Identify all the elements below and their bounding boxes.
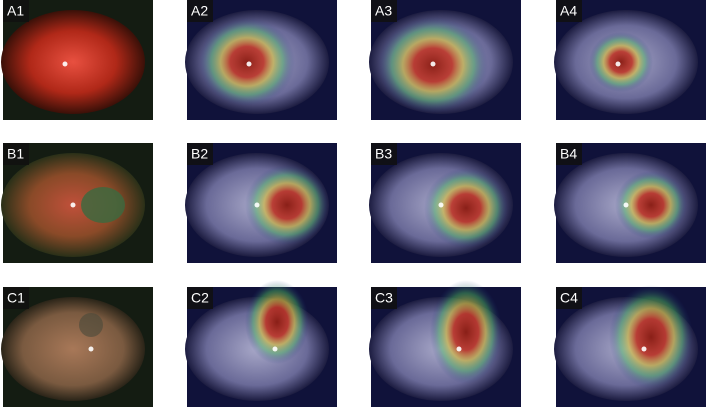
label-box — [556, 0, 582, 22]
panel: A1 — [1, 0, 153, 120]
panel-label: A4 — [560, 3, 577, 19]
fundus — [1, 297, 145, 401]
panel-label: B4 — [560, 146, 577, 162]
lesion — [79, 313, 103, 337]
panel-label: C1 — [7, 290, 25, 306]
optic-disc — [254, 202, 260, 208]
label-box — [371, 143, 397, 165]
label-box — [187, 0, 213, 22]
label-box — [556, 143, 582, 165]
label-box — [371, 0, 397, 22]
panel: A4 — [554, 0, 706, 120]
panel: C1 — [1, 287, 153, 407]
fundus — [1, 10, 145, 114]
label-box — [3, 287, 29, 309]
label-box — [3, 0, 29, 22]
heatmap — [430, 280, 502, 384]
panel-label: B2 — [191, 146, 208, 162]
heatmap — [589, 32, 653, 92]
label-box — [556, 287, 582, 309]
optic-disc — [438, 202, 444, 208]
optic-disc — [456, 346, 462, 352]
optic-disc — [615, 61, 621, 67]
panel: A3 — [369, 0, 521, 120]
label-box — [371, 287, 397, 309]
panel-label: B1 — [7, 146, 24, 162]
panel: B2 — [185, 143, 337, 263]
heatmap — [609, 285, 693, 389]
optic-disc — [88, 346, 94, 352]
optic-disc — [272, 346, 278, 352]
panel: B3 — [369, 143, 521, 263]
label-box — [187, 143, 213, 165]
heatmap — [245, 280, 309, 364]
panel: B4 — [554, 143, 706, 263]
panel: C4 — [554, 285, 706, 407]
heatmap — [424, 168, 508, 248]
optic-disc — [246, 61, 252, 67]
heatmap — [245, 165, 329, 245]
panel-label: C2 — [191, 290, 209, 306]
panel-label: A3 — [375, 3, 392, 19]
panel: A2 — [185, 0, 337, 120]
panel: B1 — [1, 143, 153, 263]
optic-disc — [62, 61, 68, 67]
panel-label: C4 — [560, 290, 578, 306]
lesion — [81, 187, 125, 223]
label-box — [187, 287, 213, 309]
heatmap — [615, 171, 687, 239]
optic-disc — [430, 61, 436, 67]
panel: C2 — [185, 280, 337, 407]
label-box — [3, 143, 29, 165]
heatmap — [199, 18, 295, 106]
panel-label: A1 — [7, 3, 24, 19]
panel-label: B3 — [375, 146, 392, 162]
optic-disc — [623, 202, 629, 208]
panel-label: A2 — [191, 3, 208, 19]
optic-disc — [641, 346, 647, 352]
optic-disc — [70, 202, 76, 208]
panel: C3 — [369, 280, 521, 407]
panel-label: C3 — [375, 290, 393, 306]
